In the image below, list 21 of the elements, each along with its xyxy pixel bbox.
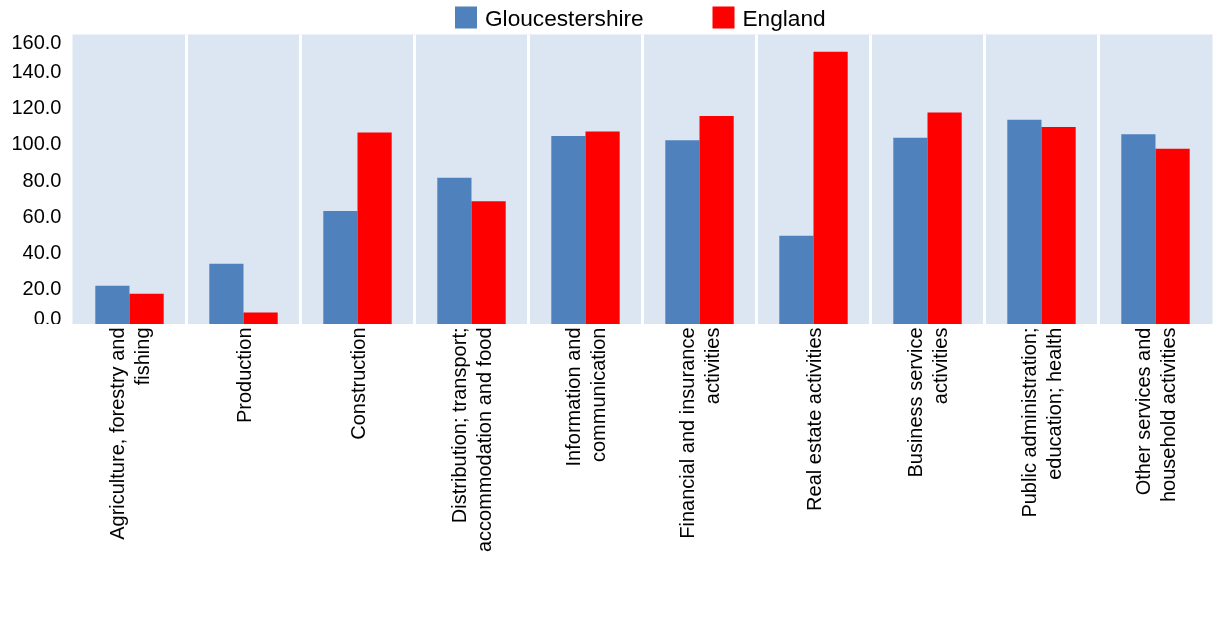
legend-label: Gloucestershire [485, 4, 644, 31]
y-tick-label: 80.0 [22, 168, 62, 191]
x-tick-label: Construction [346, 327, 369, 440]
y-tick-label: 100.0 [11, 132, 62, 155]
x-tick-label: Real estate activities [802, 327, 825, 511]
x-tick-label: Financial and insurance activities [675, 327, 724, 539]
y-tick-label: 20.0 [22, 277, 62, 300]
x-tick-label: Distribution; transport; accommodation and food [447, 327, 496, 553]
y-tick-label: 120.0 [11, 96, 62, 118]
legend-label: England [742, 4, 826, 31]
y-tick-label: 40.0 [22, 241, 62, 263]
x-tick-label: Production [232, 327, 255, 424]
x-tick-label: Public administration; education; health [1017, 327, 1066, 518]
y-tick-label: 60.0 [22, 204, 62, 227]
x-tick-label: Business service activities [903, 327, 952, 478]
y-tick-label: 140.0 [11, 59, 62, 82]
x-tick-label: Agriculture, forestry and fishing [105, 327, 154, 540]
y-tick-label: 0.0 [33, 306, 62, 329]
x-tick-label: Other services and household activities [1131, 327, 1180, 503]
y-tick-label: 160.0 [11, 30, 62, 53]
x-tick-label: Information and communication [561, 327, 610, 467]
